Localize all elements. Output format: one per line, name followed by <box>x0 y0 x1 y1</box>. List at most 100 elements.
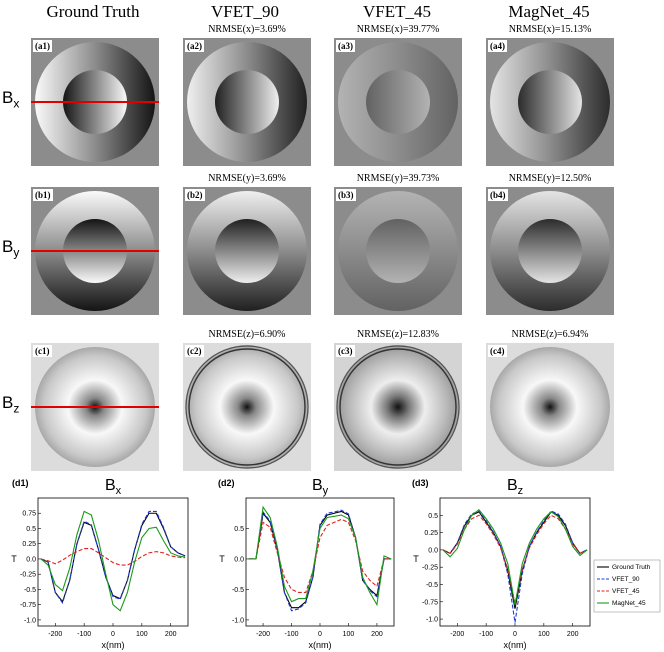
panel-label: (c1) <box>33 345 52 357</box>
line-profile-marker <box>31 406 159 408</box>
series-line-magnet-45 <box>40 510 186 612</box>
nrmse-label: NRMSE(y)=3.69% <box>208 173 286 184</box>
line-plot-y: (d2) By -200 -100 0 100 200 -1.0 -0.5 0.0 0.5 x(nm)… <box>218 477 395 650</box>
plot-title: By <box>312 477 329 497</box>
row-label-sub: x <box>13 96 20 111</box>
x-tick-label: -200 <box>48 631 62 638</box>
y-tick-label: 0.0 <box>26 556 36 563</box>
image-panel-b2: (b2) <box>183 187 311 315</box>
x-tick-label: 200 <box>165 631 177 638</box>
y-tick-label: -0.25 <box>20 572 36 579</box>
y-tick-label: -0.75 <box>422 599 438 606</box>
x-axis-label: x(nm) <box>504 640 527 650</box>
image-panel-a2: (a2) <box>183 38 311 166</box>
y-tick-label: 0.25 <box>22 541 36 548</box>
column-header-ground-truth: Ground Truth <box>46 2 140 21</box>
panel-label: (b4) <box>488 189 508 201</box>
panel-label: (a3) <box>336 40 355 52</box>
y-tick-label: 0.75 <box>22 511 36 518</box>
y-axis-label: T <box>413 554 419 564</box>
series-line-magnet-45 <box>442 508 588 606</box>
y-tick-label: 0.5 <box>234 526 244 533</box>
row-label-main: B <box>2 237 14 256</box>
line-plots: (d1) Bx -200 -100 0 100 200 -1.0 -0.75 -0.5 -0.25 0… <box>11 477 661 650</box>
nrmse-label: NRMSE(z)=6.90% <box>208 329 286 340</box>
y-axis-label: T <box>219 554 225 564</box>
x-tick-label: 0 <box>318 631 322 638</box>
x-tick-label: 0 <box>111 631 115 638</box>
nrmse-label: NRMSE(y)=12.50% <box>508 173 592 184</box>
y-tick-label: -0.5 <box>232 587 244 594</box>
image-panel-a3: (a3) <box>334 38 462 166</box>
plot-panel-label: (d2) <box>218 478 235 488</box>
row-label-main: B <box>2 393 14 412</box>
plot-title-main: B <box>105 477 116 494</box>
line-plot-z: (d3) Bz -200 -100 0 100 200 -1.0 -0.75 -0.5 -0.25 0… <box>412 477 661 650</box>
x-tick-label: -100 <box>285 631 299 638</box>
line-profile-marker <box>31 101 159 103</box>
plot-title-sub: z <box>518 485 524 497</box>
plot-panel-label: (d1) <box>12 478 29 488</box>
row-label-y: By <box>2 237 32 259</box>
image-panel-b1: (b1) <box>31 187 159 315</box>
legend-entry: MagNet_45 <box>612 600 646 607</box>
plot-title-main: B <box>312 477 323 494</box>
plot-title: Bz <box>507 477 523 497</box>
panel-label: (c3) <box>336 345 355 357</box>
nrmse-label: NRMSE(x)=15.13% <box>508 24 592 35</box>
nrmse-label: NRMSE(x)=39.77% <box>356 24 440 35</box>
x-tick-label: -100 <box>77 631 91 638</box>
y-tick-label: 0.5 <box>428 513 438 520</box>
image-panel-b3: (b3) <box>334 187 462 315</box>
y-tick-label: -1.0 <box>24 617 36 624</box>
x-tick-label: -100 <box>479 631 493 638</box>
legend-entry: Ground Truth <box>612 564 651 571</box>
y-tick-label: 0.0 <box>428 547 438 554</box>
x-tick-label: 100 <box>538 631 550 638</box>
panel-label: (a4) <box>488 40 507 52</box>
y-tick-label: -1.0 <box>426 617 438 624</box>
image-panel-c3: (c3) <box>334 343 462 471</box>
series-line-vfet-90 <box>248 509 392 612</box>
row-label-sub: y <box>13 245 20 260</box>
y-axis-label: T <box>11 554 17 564</box>
legend-entry: VFET_90 <box>612 576 640 583</box>
x-tick-label: 0 <box>513 631 517 638</box>
series-line-vfet-90 <box>442 510 588 623</box>
legend: Ground Truth VFET_90 VFET_45 MagNet_45 <box>593 559 661 613</box>
plot-panel-label: (d3) <box>412 478 429 488</box>
column-header-vfet-45: VFET_45 <box>363 2 431 21</box>
plot-title-main: B <box>507 477 518 494</box>
image-panel-c1: (c1) <box>31 343 159 471</box>
y-tick-label: -0.75 <box>20 602 36 609</box>
y-tick-label: -1.0 <box>232 617 244 624</box>
image-panel-a4: (a4) <box>486 38 614 166</box>
y-tick-label: -0.5 <box>426 582 438 589</box>
y-tick-label: -0.25 <box>422 565 438 572</box>
y-tick-label: 0.25 <box>424 530 438 537</box>
plot-title-sub: y <box>323 485 329 497</box>
legend-entry: VFET_45 <box>612 588 640 595</box>
nrmse-label: NRMSE(y)=39.73% <box>356 173 440 184</box>
series-line-vfet-45 <box>248 518 392 594</box>
x-tick-label: -200 <box>256 631 270 638</box>
panel-label: (a2) <box>185 40 204 52</box>
row-label-z: Bz <box>2 393 32 415</box>
nrmse-label: NRMSE(x)=3.69% <box>208 24 286 35</box>
y-tick-label: -0.5 <box>24 587 36 594</box>
x-tick-label: -200 <box>450 631 464 638</box>
plot-frame <box>245 497 395 627</box>
series-line-magnet-45 <box>248 505 392 607</box>
x-tick-label: 200 <box>567 631 579 638</box>
column-header-vfet-90: VFET_90 <box>211 2 279 21</box>
series-line-vfet-90 <box>40 510 186 605</box>
series-line-vfet-45 <box>40 548 186 566</box>
series-line-ground-truth <box>442 511 588 609</box>
column-header-magnet-45: MagNet_45 <box>508 2 590 21</box>
panel-label: (b1) <box>33 189 53 201</box>
x-axis-label: x(nm) <box>102 640 125 650</box>
x-tick-label: 200 <box>371 631 383 638</box>
panel-label: (c2) <box>185 345 204 357</box>
image-panel-b4: (b4) <box>486 187 614 315</box>
line-profile-marker <box>31 250 159 252</box>
